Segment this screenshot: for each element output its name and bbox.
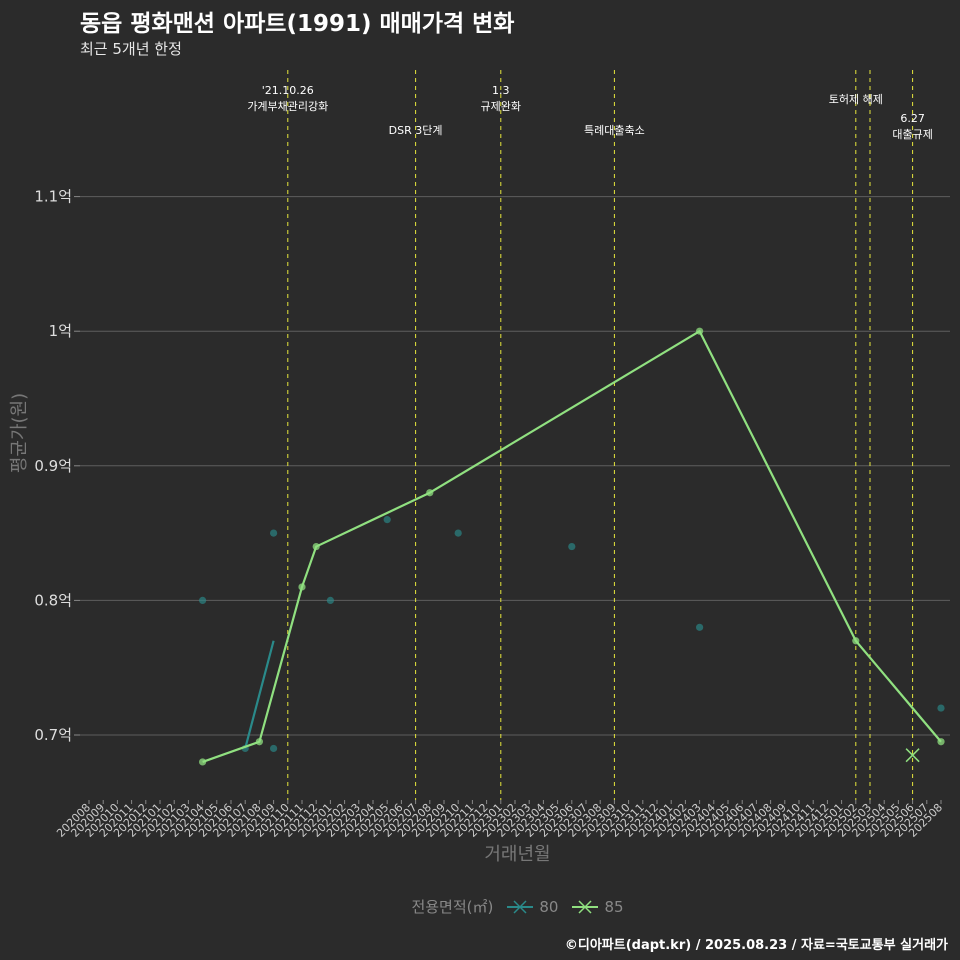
legend-label-80: 80: [539, 897, 559, 916]
point-80: [270, 744, 278, 753]
event-label: 1.3: [492, 84, 510, 97]
event-label: DSR 3단계: [389, 124, 443, 137]
point-80: [696, 623, 704, 631]
event-label: 가계부채관리강화: [247, 100, 328, 113]
point-80: [568, 542, 576, 551]
y-tick-label: 0.8억: [34, 591, 72, 609]
legend-title: 전용면적(㎡): [411, 898, 494, 916]
source-caption: ©디아파트(dapt.kr) / 2025.08.23 / 자료=국토교통부 실…: [564, 938, 948, 953]
x-axis-label: 거래년월: [484, 844, 551, 865]
legend-label-85: 85: [604, 897, 624, 916]
event-label: 대출규제: [892, 128, 932, 141]
y-axis-label: 평균가(원): [9, 392, 30, 474]
legend-item-80: 80: [505, 898, 558, 916]
point-80: [383, 516, 391, 524]
point-80: [199, 596, 207, 605]
point-80: [326, 596, 334, 605]
event-label: 특례대출축소: [584, 124, 645, 137]
chart-title: 동읍 평화맨션 아파트(1991) 매매가격 변화: [80, 11, 515, 37]
event-label: 토허제 해제: [829, 92, 883, 106]
legend: 전용면적(㎡) 80 85: [0, 896, 960, 917]
legend-key-80: [507, 899, 534, 914]
chart-subtitle: 최근 5개년 한정: [80, 40, 182, 58]
series-line-80: [244, 640, 275, 749]
y-tick-label: 1.1억: [34, 188, 72, 206]
y-tick-label: 0.9억: [34, 457, 72, 475]
event-label: 6.27: [900, 112, 925, 125]
series-line-85: [202, 330, 942, 763]
cross-marker-85: [905, 748, 920, 763]
y-tick-label: 0.7억: [34, 726, 72, 744]
point-80: [937, 704, 945, 712]
legend-key-85: [572, 899, 599, 914]
point-80: [454, 529, 462, 537]
event-label: '21.10.26: [262, 84, 314, 97]
y-tick-label: 1억: [49, 322, 72, 340]
legend-item-85: 85: [570, 897, 624, 916]
point-80: [270, 529, 278, 537]
event-label: 규제완화: [481, 100, 521, 113]
